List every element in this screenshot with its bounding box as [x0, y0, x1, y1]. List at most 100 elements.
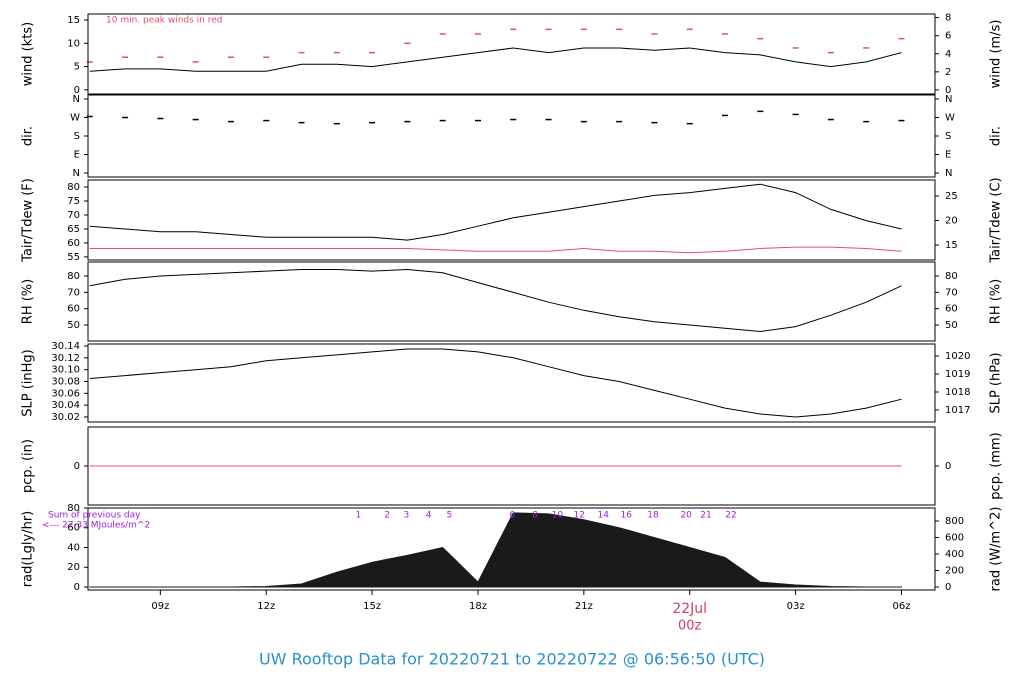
y-tick-label: W: [70, 113, 80, 124]
y-axis-title: RH (%): [21, 279, 36, 324]
series-line: [89, 47, 902, 72]
y-tick-label: S: [74, 131, 80, 142]
x-tick-label: 12z: [257, 601, 275, 612]
y2-axis-title: SLP (hPa): [989, 352, 1004, 413]
series-line: [89, 246, 902, 254]
y2-tick-label: 8: [945, 13, 951, 24]
y-tick-label: 60: [67, 238, 80, 249]
y-tick-label: N: [73, 94, 80, 105]
y-tick-label: 15: [67, 15, 80, 26]
y2-tick-label: 400: [945, 549, 964, 560]
y2-tick-label: 25: [945, 191, 958, 202]
y2-axis-title: pcp. (mm): [989, 432, 1004, 499]
date-label: 22Jul: [672, 601, 707, 617]
series-line: [89, 183, 902, 241]
y2-tick-label: 70: [945, 287, 958, 298]
y2-tick-label: 4: [945, 49, 951, 60]
y-tick-label: N: [73, 168, 80, 179]
y2-tick-label: 200: [945, 566, 964, 577]
y2-tick-label: 15: [945, 240, 958, 251]
y-tick-label: 75: [67, 196, 80, 207]
y2-tick-label: 20: [945, 216, 958, 227]
y-tick-label: 55: [67, 252, 80, 263]
hour-label: 20: [680, 511, 692, 521]
hour-label: 12: [574, 511, 585, 521]
y-tick-label: 70: [67, 210, 80, 221]
note: <--- 27.33 MJoules/m^2: [42, 521, 150, 531]
x-tick-label: 15z: [363, 601, 381, 612]
y2-tick-label: 1017: [945, 405, 970, 416]
y-tick-label: 60: [67, 523, 80, 534]
y2-tick-label: N: [945, 94, 952, 105]
y2-tick-label: 800: [945, 516, 964, 527]
y2-tick-label: E: [945, 149, 951, 160]
y2-tick-label: 50: [945, 320, 958, 331]
y-tick-label: 65: [67, 224, 80, 235]
series-line: [89, 268, 902, 333]
panel-frame: [87, 13, 936, 95]
y2-tick-label: 2: [945, 67, 951, 78]
y-axis-title: dir.: [21, 126, 36, 146]
y2-tick-label: 600: [945, 533, 964, 544]
hour-label: 10: [552, 511, 564, 521]
y2-tick-label: 60: [945, 304, 958, 315]
y-tick-label: 20: [67, 562, 80, 573]
y-axis-title: Tair/Tdew (F): [21, 178, 36, 263]
x-tick-label: 03z: [787, 601, 805, 612]
hour-label: 21: [700, 511, 711, 521]
hour-label: 14: [598, 511, 610, 521]
y-tick-label: 80: [67, 503, 80, 514]
y2-tick-label: 80: [945, 271, 958, 282]
y-tick-label: 50: [67, 320, 80, 331]
series-area: [89, 512, 902, 588]
y-tick-label: 30.12: [51, 353, 80, 364]
y-tick-label: 0: [74, 582, 80, 593]
y-tick-label: 0: [74, 85, 80, 96]
hour-label: 8: [532, 511, 538, 521]
x-tick-label: 18z: [469, 601, 487, 612]
hour-label: 18: [647, 511, 659, 521]
panel-frame: [87, 426, 936, 506]
y-tick-label: 5: [74, 62, 80, 73]
y2-axis-title: RH (%): [989, 279, 1004, 324]
y2-axis-title: rad (W/m^2): [989, 507, 1004, 592]
y-tick-label: 80: [67, 271, 80, 282]
hour-label: 2: [384, 511, 390, 521]
y-tick-label: 10: [67, 38, 80, 49]
y2-tick-label: 0: [945, 85, 951, 96]
note: Sum of previous day: [48, 511, 141, 521]
y-axis-title: wind (kts): [21, 22, 36, 86]
hour-label: 1: [355, 511, 361, 521]
panel-frame: [87, 261, 936, 342]
annotation: 10 min. peak winds in red: [106, 16, 223, 26]
y-tick-label: 80: [67, 182, 80, 193]
y-tick-label: 0: [74, 461, 80, 472]
x-tick-label: 09z: [151, 601, 169, 612]
y2-tick-label: S: [945, 131, 951, 142]
y-tick-label: 40: [67, 542, 80, 553]
y-tick-label: 30.04: [51, 400, 80, 411]
hour-label: 3: [403, 511, 409, 521]
y2-tick-label: W: [945, 113, 955, 124]
y-tick-label: 30.06: [51, 388, 80, 399]
panel-frame: [87, 507, 936, 591]
y-axis-title: pcp. (in): [21, 439, 36, 493]
panel-frame: [87, 343, 936, 423]
y2-tick-label: 6: [945, 31, 951, 42]
x-tick-label: 00z: [678, 619, 702, 634]
y2-axis-title: Tair/Tdew (C): [989, 177, 1004, 263]
y-tick-label: 60: [67, 304, 80, 315]
y2-tick-label: 1020: [945, 351, 970, 362]
hour-label: 6: [509, 511, 515, 521]
y-axis-title: rad(Lgly/hr): [21, 511, 36, 587]
y-axis-title: SLP (inHg): [21, 349, 36, 417]
y2-tick-label: 0: [945, 582, 951, 593]
panel-frame: [87, 179, 936, 261]
hour-label: 22: [725, 511, 736, 521]
panel-frame: [87, 94, 936, 178]
hour-label: 5: [447, 511, 453, 521]
y2-tick-label: 1019: [945, 369, 970, 380]
y-tick-label: 30.08: [51, 376, 80, 387]
